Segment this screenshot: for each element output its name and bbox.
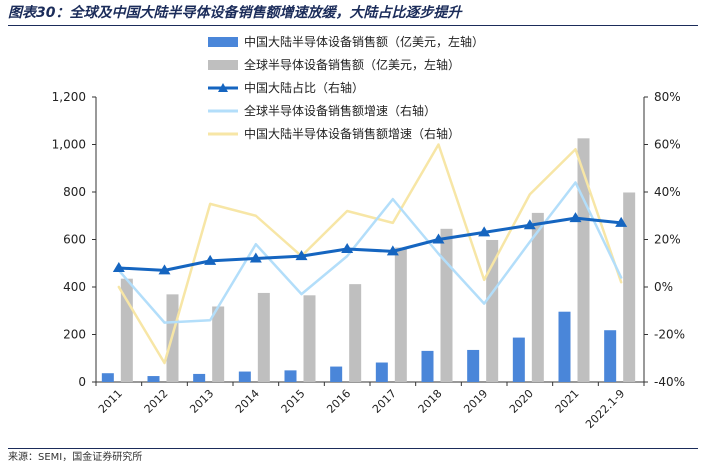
bar-global-sales [531, 212, 544, 382]
x-tick-label: 2019 [461, 387, 490, 416]
left-tick-label: 600 [63, 233, 86, 247]
bar-global-sales [486, 239, 499, 382]
legend-swatch-global-growth [208, 109, 238, 113]
bar-china-sales [101, 373, 114, 382]
left-tick-label: 1,000 [52, 138, 86, 152]
line-global-growth [117, 181, 623, 324]
x-tick-label: 2022.1-9 [583, 387, 627, 431]
legend-label: 中国大陆占比（右轴） [244, 81, 365, 95]
marker-china-share [158, 264, 171, 275]
legend-swatch-china-share [208, 83, 238, 92]
line-china-share [117, 216, 623, 272]
chart-legend: 中国大陆半导体设备销售额（亿美元，左轴） 全球半导体设备销售额（亿美元，左轴） … [208, 32, 568, 152]
marker-china-share [204, 254, 217, 265]
right-tick-label: -20% [654, 328, 685, 342]
x-tick-label: 2011 [96, 387, 125, 416]
x-tick-label: 2014 [233, 387, 262, 416]
x-tick-label: 2013 [187, 387, 216, 416]
bar-china-sales [375, 362, 388, 382]
x-tick-label: 2018 [416, 387, 445, 416]
x-tick-label: 2017 [370, 387, 399, 416]
x-tick-label: 2021 [553, 387, 582, 416]
legend-item-china-growth: 中国大陆半导体设备销售额增速（右轴） [208, 124, 568, 144]
title-divider [8, 25, 698, 26]
bar-global-sales [303, 295, 316, 382]
left-tick-label: 400 [63, 280, 86, 294]
combo-chart: 0 200 400 600 800 1,000 1,200 -40% -20% 0% 20% 40% 6… [52, 90, 685, 431]
source-note: 来源：SEMI，国金证券研究所 [8, 452, 143, 463]
bar-global-sales [212, 306, 225, 382]
source-divider [8, 448, 698, 449]
bar-global-sales [257, 292, 270, 382]
right-tick-label: 60% [654, 138, 681, 152]
marker-china-share [249, 252, 262, 263]
bar-global-sales [394, 247, 407, 382]
right-tick-label: 80% [654, 90, 681, 104]
x-tick-label: 2015 [279, 387, 308, 416]
bar-china-sales [558, 311, 571, 382]
bar-global-sales [349, 284, 362, 382]
bar-china-sales [467, 349, 480, 382]
right-tick-label: -40% [654, 375, 685, 389]
legend-item-china-share: 中国大陆占比（右轴） [208, 78, 568, 98]
legend-label: 中国大陆半导体设备销售额增速（右轴） [244, 127, 461, 141]
bar-global-sales [577, 138, 590, 382]
left-tick-label: 0 [78, 375, 86, 389]
bar-china-sales [330, 366, 343, 382]
right-tick-label: 20% [654, 233, 681, 247]
bar-china-sales [147, 376, 160, 382]
marker-china-share [112, 262, 125, 272]
chart-area: 0 200 400 600 800 1,000 1,200 -40% -20% 0% 20% 40% 6… [0, 26, 706, 446]
bar-china-sales [193, 373, 206, 382]
legend-swatch-china-growth [208, 132, 238, 136]
marker-china-share [295, 250, 308, 261]
bar-china-sales [284, 370, 297, 382]
legend-swatch-global-sales [208, 60, 238, 70]
x-tick-label: 2016 [324, 387, 353, 416]
legend-item-global-growth: 全球半导体设备销售额增速（右轴） [208, 101, 568, 121]
bar-china-sales [238, 371, 251, 382]
legend-label: 全球半导体设备销售额（亿美元，左轴） [244, 58, 461, 72]
right-tick-label: 40% [654, 185, 681, 199]
marker-china-share [523, 219, 536, 230]
legend-item-china-sales: 中国大陆半导体设备销售额（亿美元，左轴） [208, 32, 568, 52]
x-tick-label: 2020 [507, 387, 536, 416]
figure-title: 图表30：全球及中国大陆半导体设备销售额增速放缓，大陆占比逐步提升 [8, 5, 462, 21]
marker-china-share [341, 243, 354, 253]
marker-china-share [615, 216, 628, 227]
bar-china-sales [604, 330, 617, 382]
legend-item-global-sales: 全球半导体设备销售额（亿美元，左轴） [208, 55, 568, 75]
bar-china-sales [512, 337, 525, 382]
x-tick-label: 2012 [142, 387, 171, 416]
bar-global-sales [623, 192, 636, 382]
marker-china-share [478, 226, 491, 237]
left-tick-label: 200 [63, 328, 86, 342]
marker-china-share [432, 233, 445, 244]
line-china-growth [117, 143, 623, 365]
left-tick-label: 1,200 [52, 90, 86, 104]
legend-swatch-china-sales [208, 37, 238, 47]
right-tick-label: 0% [654, 280, 673, 294]
bar-china-sales [421, 350, 434, 382]
marker-china-share [386, 245, 399, 256]
bar-global-sales [440, 228, 453, 382]
legend-label: 中国大陆半导体设备销售额（亿美元，左轴） [244, 35, 485, 49]
legend-label: 全球半导体设备销售额增速（右轴） [244, 104, 437, 118]
left-tick-label: 800 [63, 185, 86, 199]
marker-china-share [569, 212, 582, 223]
